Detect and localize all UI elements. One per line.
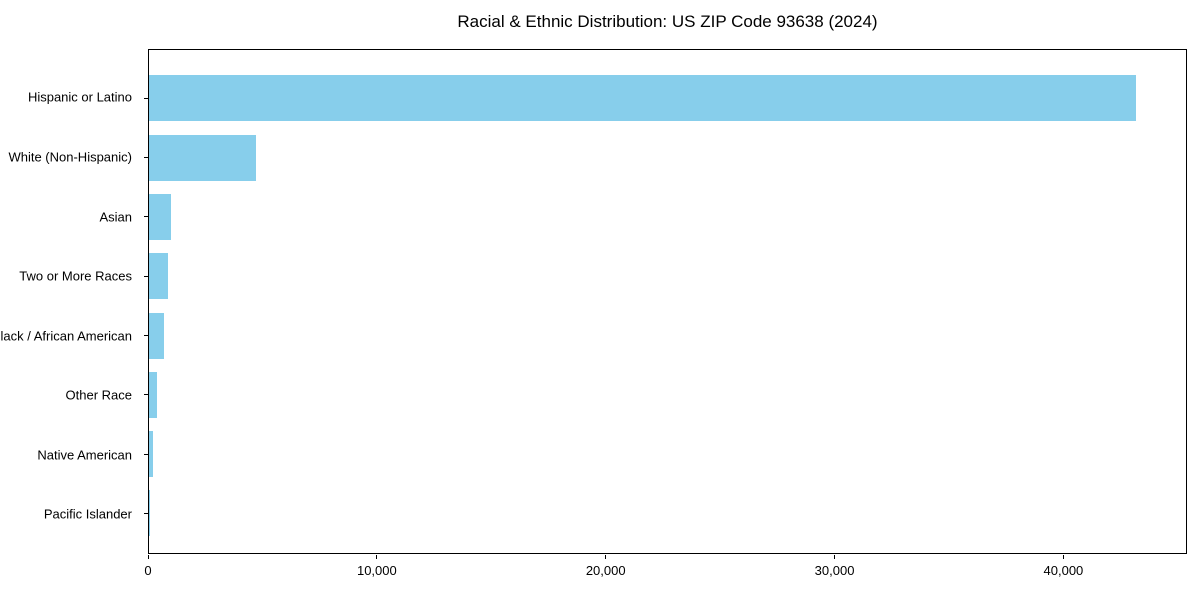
x-tick-mark	[1062, 555, 1064, 559]
x-tick-label: 30,000	[814, 563, 855, 578]
category-label: Asian	[99, 209, 132, 225]
x-axis: 0 10,000 20,000 30,000 40,000	[144, 555, 1187, 595]
x-tick-label: 20,000	[585, 563, 626, 578]
x-tick-mark	[147, 555, 149, 559]
category-label: Hispanic or Latino	[27, 89, 132, 105]
x-tick-mark	[376, 555, 378, 559]
bar	[149, 312, 164, 359]
x-tick-label: 0	[144, 563, 152, 578]
category-label: Other Race	[65, 387, 132, 403]
y-tick-mark	[144, 335, 148, 336]
y-tick-mark	[144, 97, 148, 99]
bar	[149, 431, 154, 478]
chart-title: Racial & Ethnic Distribution: US ZIP Cod…	[457, 12, 878, 31]
category-label: Two or More Races	[19, 268, 132, 284]
category-label: Native American	[37, 447, 132, 463]
y-tick-mark	[144, 216, 148, 218]
bar	[149, 75, 1136, 122]
bar	[149, 193, 171, 240]
x-tick-mark	[605, 555, 607, 559]
y-tick-mark	[144, 512, 148, 514]
y-tick-mark	[144, 394, 148, 396]
category-label: White (Non-Hispanic)	[8, 149, 132, 165]
y-axis-labels: Hispanic or Latino White (Non-Hispanic) As…	[0, 49, 140, 554]
category-label: Black / African American	[0, 328, 132, 344]
x-tick-label: 40,000	[1043, 563, 1084, 578]
bar	[149, 371, 157, 418]
bar	[149, 134, 257, 181]
plot-area	[144, 49, 1187, 554]
y-tick-mark	[144, 275, 148, 277]
bar	[149, 490, 150, 537]
category-label: Pacific Islander	[43, 506, 132, 522]
bar	[149, 253, 168, 300]
x-tick-mark	[834, 555, 836, 559]
y-tick-mark	[144, 453, 148, 455]
y-tick-mark	[144, 157, 148, 159]
x-tick-label: 10,000	[356, 563, 397, 578]
